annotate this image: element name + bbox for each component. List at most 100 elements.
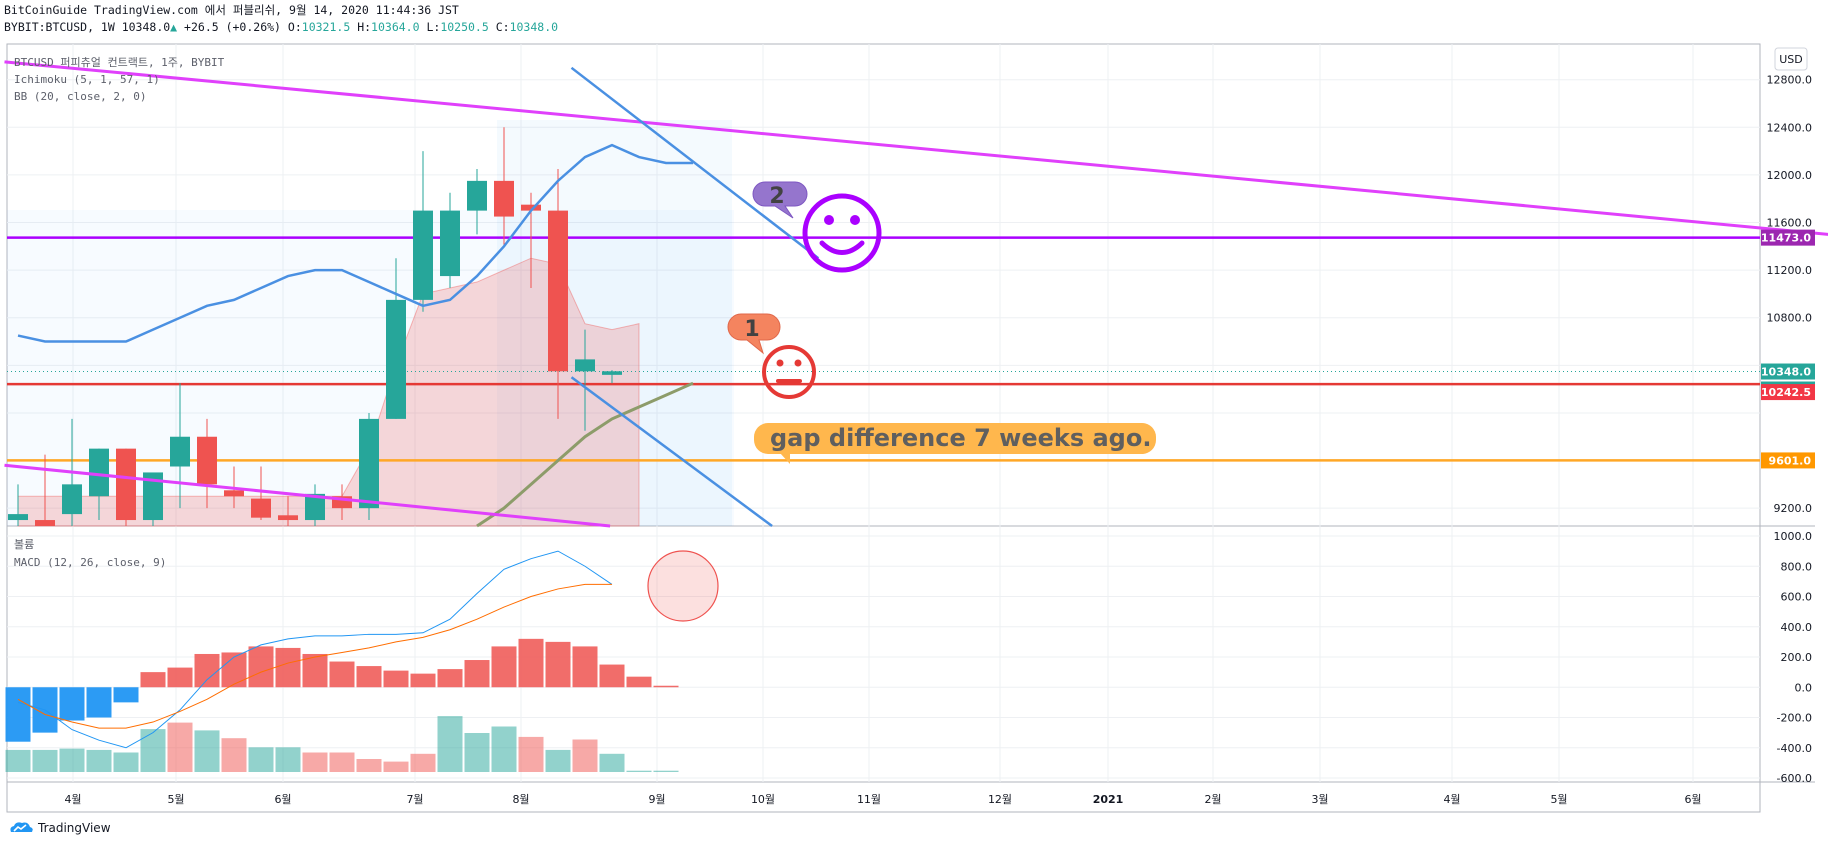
macd-histogram-bar[interactable]: [221, 652, 247, 688]
x-tick-label: 4월: [64, 793, 81, 806]
macd-histogram-bar[interactable]: [5, 687, 31, 742]
candle-body[interactable]: [143, 472, 163, 521]
volume-bar: [86, 749, 112, 772]
volume-bar: [59, 748, 85, 772]
candle-body[interactable]: [170, 436, 190, 467]
gap-callout[interactable]: gap difference 7 weeks ago.: [754, 423, 1156, 464]
macd-histogram-bar[interactable]: [383, 670, 409, 688]
candle-body[interactable]: [8, 514, 28, 521]
ichimoku-line[interactable]: [17, 143, 693, 343]
volume-bar: [302, 752, 328, 772]
candle-body[interactable]: [548, 210, 568, 372]
candle-body[interactable]: [35, 520, 55, 526]
tradingview-label: TradingView: [38, 821, 111, 835]
candle-body[interactable]: [62, 484, 82, 515]
macd-cross-circle[interactable]: [647, 550, 719, 622]
bubble-2[interactable]: 2: [752, 181, 808, 219]
trendline-descending-resistance[interactable]: [4, 60, 1828, 239]
macd-histogram-bar[interactable]: [653, 685, 679, 688]
volume-bar: [221, 738, 247, 772]
trendline-ascending-support[interactable]: [4, 463, 611, 528]
x-tick-label: 11월: [857, 793, 881, 806]
macd-line[interactable]: [17, 550, 613, 749]
macd-y-tick-label: 800.0: [1781, 560, 1813, 573]
signal-line[interactable]: [17, 583, 612, 729]
candle-body[interactable]: [89, 448, 109, 497]
legend-title: BTCUSD 퍼피츄얼 컨트랙트, 1주, BYBIT: [14, 55, 225, 69]
macd-histogram-bar[interactable]: [572, 646, 598, 688]
candle-body[interactable]: [197, 436, 217, 485]
macd-histogram-bar[interactable]: [59, 687, 85, 721]
candle-body[interactable]: [251, 498, 271, 518]
candle-body[interactable]: [467, 180, 487, 211]
macd-histogram-bar[interactable]: [599, 664, 625, 688]
price-tag[interactable]: [1761, 452, 1815, 469]
macd-y-tick-label: -400.0: [1777, 742, 1812, 755]
macd-histogram-bar[interactable]: [464, 660, 490, 688]
candle-body[interactable]: [332, 496, 352, 509]
candle-body[interactable]: [575, 359, 595, 372]
macd-histogram-bar[interactable]: [329, 661, 355, 688]
macd-histogram-bar[interactable]: [626, 676, 652, 688]
candle-body[interactable]: [359, 418, 379, 509]
volume-bar: [140, 729, 166, 772]
macd-y-tick-label: 600.0: [1781, 591, 1813, 604]
price-tag[interactable]: [1761, 363, 1815, 380]
candle-body[interactable]: [602, 371, 622, 375]
candle-body[interactable]: [224, 490, 244, 497]
macd-histogram-bar[interactable]: [248, 646, 274, 688]
candle-body[interactable]: [116, 448, 136, 521]
price-tag[interactable]: [1761, 229, 1815, 246]
y-tick-label: 10800.0: [1767, 312, 1813, 325]
macd-histogram-bar[interactable]: [410, 673, 436, 688]
cloud-shade: [497, 120, 732, 526]
macd-histogram-bar[interactable]: [302, 653, 328, 688]
smiley-neutral-icon[interactable]: [762, 345, 816, 399]
volume-bar: [383, 761, 409, 772]
trendline-channel-upper[interactable]: [570, 66, 820, 260]
volume-bar: [356, 759, 382, 772]
bb-lower-band[interactable]: [476, 381, 694, 528]
candle-body[interactable]: [440, 210, 460, 277]
candle-body[interactable]: [386, 299, 406, 419]
macd-histogram-bar[interactable]: [86, 687, 112, 718]
bubble-1[interactable]: 1: [727, 313, 781, 355]
bubble-2-label: 2: [769, 184, 784, 209]
volume-bar: [5, 749, 31, 772]
publish-line: BitCoinGuide TradingView.com 에서 퍼블리쉬, 9월…: [4, 3, 459, 17]
x-tick-label: 2월: [1204, 793, 1221, 806]
volume-bar: [248, 747, 274, 772]
candle-body[interactable]: [413, 210, 433, 300]
candle-body[interactable]: [494, 180, 514, 217]
macd-histogram-bar[interactable]: [140, 672, 166, 688]
macd-histogram-bar[interactable]: [194, 653, 220, 688]
macd-histogram-bar[interactable]: [518, 638, 544, 688]
y-tick-label: 12800.0: [1767, 74, 1813, 87]
volume-bar: [464, 733, 490, 772]
macd-histogram-bar[interactable]: [275, 647, 301, 688]
price-tag[interactable]: [1761, 384, 1815, 401]
macd-histogram-bar[interactable]: [356, 666, 382, 688]
macd-histogram-bar[interactable]: [437, 669, 463, 688]
high-value: 10364.0: [371, 20, 420, 34]
volume-bar: [545, 749, 571, 772]
macd-histogram-bar[interactable]: [113, 687, 139, 703]
smiley-happy-icon[interactable]: [802, 193, 882, 273]
volume-bar: [275, 747, 301, 772]
high-label: H:: [357, 20, 372, 34]
candle-body[interactable]: [278, 515, 298, 521]
volume-bar: [410, 753, 436, 772]
tradingview-branding[interactable]: TradingView: [8, 820, 111, 836]
close-label: C:: [495, 20, 510, 34]
x-tick-label: 5월: [1550, 793, 1567, 806]
macd-histogram-bar[interactable]: [167, 667, 193, 688]
trendline-channel-lower[interactable]: [570, 376, 773, 528]
volume-bar: [437, 716, 463, 772]
low-label: L:: [426, 20, 441, 34]
candle-body[interactable]: [521, 204, 541, 211]
currency-button[interactable]: [1774, 47, 1808, 71]
macd-histogram-bar[interactable]: [491, 646, 517, 688]
macd-histogram-bar[interactable]: [545, 641, 571, 688]
candle-body[interactable]: [305, 493, 325, 521]
